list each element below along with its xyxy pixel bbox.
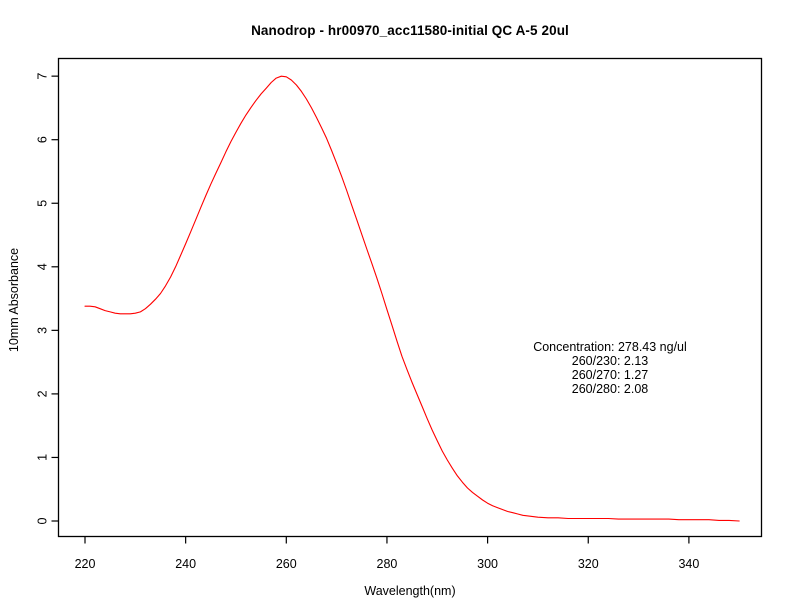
annotation-line-260-230: 260/230: 2.13 — [571, 354, 649, 368]
chart-title: Nanodrop - hr00970_acc11580-initial QC A… — [251, 23, 569, 38]
x-tick-label: 280 — [377, 557, 398, 571]
y-tick-label: 2 — [36, 390, 50, 397]
plot-box — [57, 57, 763, 538]
annotation-line-260-280: 260/280: 2.08 — [571, 382, 649, 396]
y-tick-label: 3 — [36, 327, 50, 334]
y-tick-label: 1 — [36, 454, 50, 461]
x-tick-label: 220 — [75, 557, 96, 571]
y-tick-label: 0 — [36, 517, 50, 524]
x-tick-label: 300 — [477, 557, 498, 571]
x-tick-label: 320 — [578, 557, 599, 571]
x-tick-label: 240 — [175, 557, 196, 571]
x-tick-label: 260 — [276, 557, 297, 571]
absorbance-curve — [84, 75, 740, 522]
measurement-annotation: Concentration: 278.43 ng/ul 260/230: 2.1… — [500, 340, 720, 396]
x-axis-label: Wavelength(nm) — [364, 584, 456, 598]
y-tick-label: 5 — [36, 200, 50, 207]
y-axis-label: 10mm Absorbance — [7, 247, 21, 353]
y-tick-label: 4 — [36, 263, 50, 270]
y-tick-label: 7 — [36, 73, 50, 80]
annotation-line-concentration: Concentration: 278.43 ng/ul — [533, 340, 687, 354]
x-tick-label: 340 — [678, 557, 699, 571]
annotation-line-260-270: 260/270: 1.27 — [571, 368, 649, 382]
y-tick-label: 6 — [36, 136, 50, 143]
